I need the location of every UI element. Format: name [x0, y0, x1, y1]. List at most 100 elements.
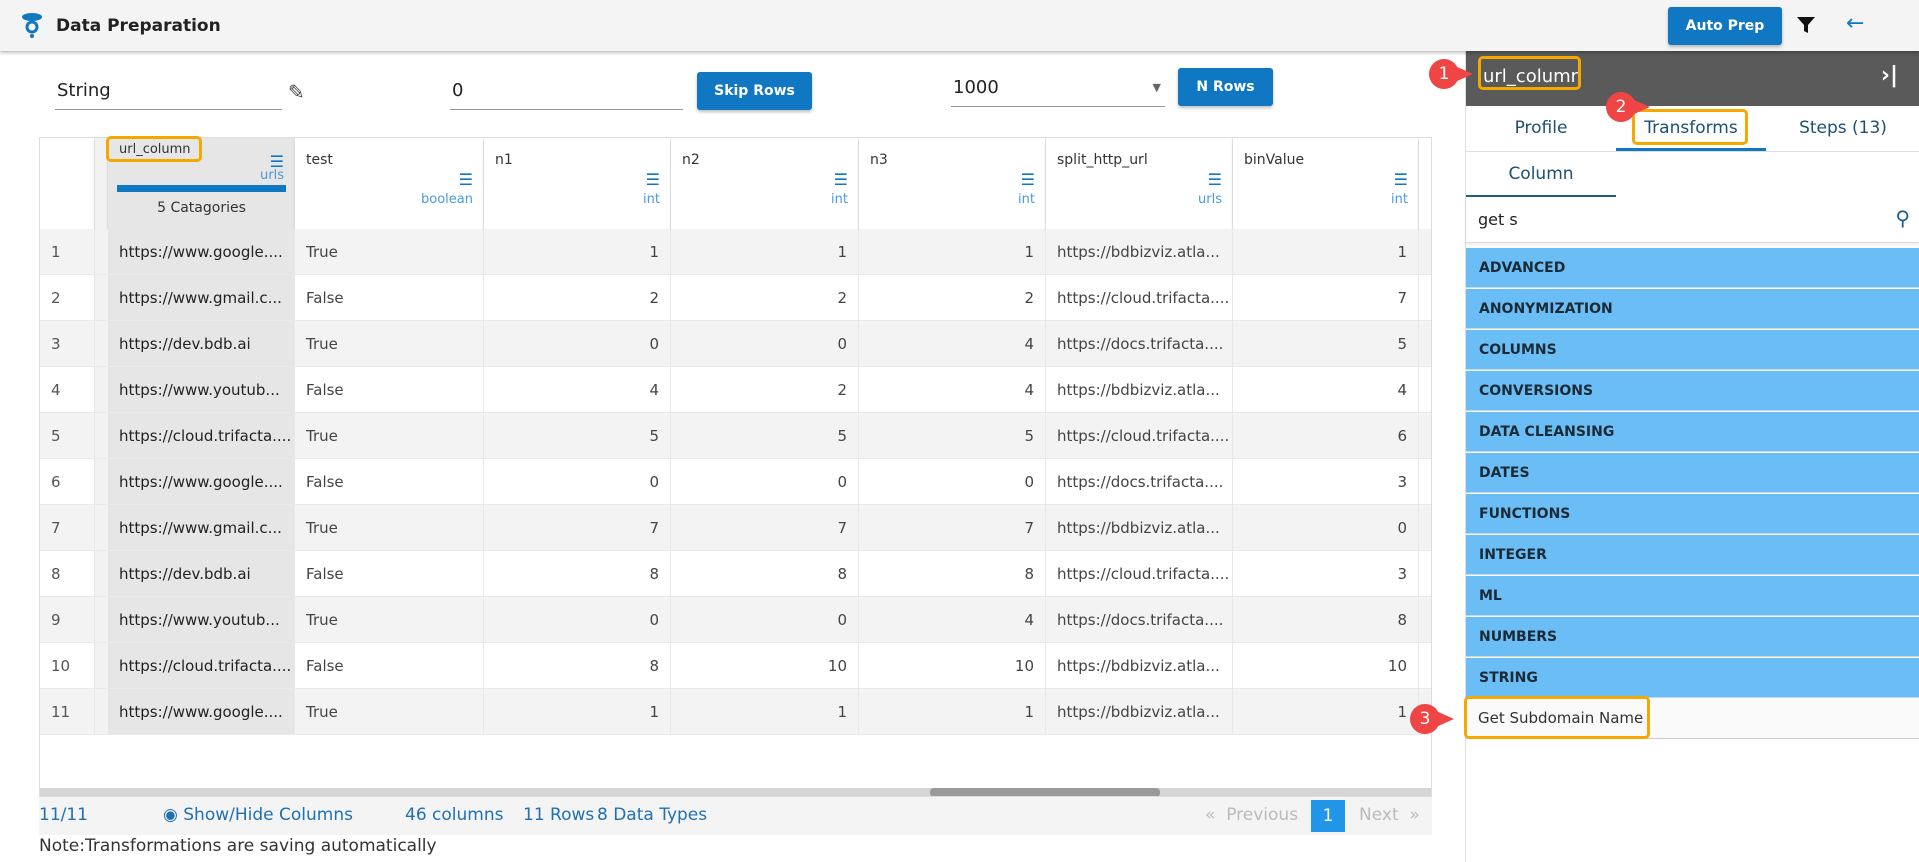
tab-transforms[interactable]: Transforms — [1616, 106, 1766, 151]
cell-test[interactable]: True — [295, 597, 484, 643]
cell-binValue[interactable]: 7 — [1233, 275, 1419, 321]
cell-n1[interactable]: 0 — [484, 459, 671, 505]
column-menu-icon[interactable]: ☰ — [269, 152, 284, 171]
cell-binValue[interactable]: 10 — [1233, 643, 1419, 689]
previous-page-button[interactable]: « Previous — [1205, 805, 1299, 825]
pencil-icon[interactable]: ✎ — [288, 80, 305, 104]
column-menu-icon[interactable]: ☰ — [1393, 170, 1408, 189]
category-string[interactable]: STRING — [1466, 658, 1919, 698]
transform-search[interactable]: get s ⚲ — [1466, 198, 1919, 243]
cell-n1[interactable]: 2 — [484, 275, 671, 321]
auto-prep-button[interactable]: Auto Prep — [1668, 7, 1782, 45]
cell-test[interactable]: True — [295, 505, 484, 551]
cell-n3[interactable]: 1 — [859, 229, 1046, 275]
category-integer[interactable]: INTEGER — [1466, 535, 1919, 575]
cell-binValue[interactable]: 8 — [1233, 597, 1419, 643]
cell-n3[interactable]: 4 — [859, 321, 1046, 367]
next-page-button[interactable]: Next » — [1359, 805, 1420, 825]
table-row[interactable]: 1 https://www.google.... True 1 1 1 https://bd… — [40, 229, 1431, 275]
table-row[interactable]: 10 https://cloud.trifacta.... False 8 10 10 ht… — [40, 643, 1431, 689]
cell-n2[interactable]: 1 — [671, 689, 859, 735]
table-row[interactable]: 3 https://dev.bdb.ai True 0 0 4 https://docs.t… — [40, 321, 1431, 367]
cell-url_column[interactable]: https://www.youtub... — [108, 367, 295, 413]
cell-n3[interactable]: 2 — [859, 275, 1046, 321]
table-row[interactable]: 6 https://www.google.... False 0 0 0 https://d… — [40, 459, 1431, 505]
table-row[interactable]: 9 https://www.youtub... True 0 0 4 https://doc… — [40, 597, 1431, 643]
cell-test[interactable]: False — [295, 275, 484, 321]
table-row[interactable]: 4 https://www.youtub... False 4 2 4 https://bd… — [40, 367, 1431, 413]
cell-n1[interactable]: 0 — [484, 321, 671, 367]
cell-binValue[interactable]: 0 — [1233, 505, 1419, 551]
cell-n1[interactable]: 7 — [484, 505, 671, 551]
cell-n2[interactable]: 0 — [671, 459, 859, 505]
category-conversions[interactable]: CONVERSIONS — [1466, 371, 1919, 411]
cell-n1[interactable]: 8 — [484, 643, 671, 689]
category-dates[interactable]: DATES — [1466, 453, 1919, 493]
column-header-test[interactable]: test ☰ boolean — [295, 138, 484, 229]
cell-split_http_url[interactable]: https://bdbizviz.atla... — [1046, 689, 1233, 735]
cell-n1[interactable]: 8 — [484, 551, 671, 597]
page-1-button[interactable]: 1 — [1311, 800, 1345, 832]
category-ml[interactable]: ML — [1466, 576, 1919, 616]
skip-rows-button[interactable]: Skip Rows — [697, 72, 812, 110]
cell-split_http_url[interactable]: https://docs.trifacta.... — [1046, 321, 1233, 367]
cell-test[interactable]: False — [295, 643, 484, 689]
cell-split_http_url[interactable]: https://cloud.trifacta.... — [1046, 551, 1233, 597]
cell-test[interactable]: True — [295, 689, 484, 735]
column-menu-icon[interactable]: ☰ — [1020, 170, 1035, 189]
table-row[interactable]: 11 https://www.google.... True 1 1 1 https://b… — [40, 689, 1431, 735]
tab-profile[interactable]: Profile — [1514, 118, 1568, 138]
cell-binValue[interactable]: 1 — [1233, 689, 1419, 735]
cell-n3[interactable]: 7 — [859, 505, 1046, 551]
filter-icon[interactable] — [1796, 15, 1816, 35]
cell-url_column[interactable]: https://www.gmail.c... — [108, 505, 295, 551]
category-numbers[interactable]: NUMBERS — [1466, 617, 1919, 657]
cell-n2[interactable]: 0 — [671, 597, 859, 643]
get-subdomain-name-item[interactable]: Get Subdomain Name — [1478, 709, 1644, 727]
cell-n3[interactable]: 0 — [859, 459, 1046, 505]
cell-url_column[interactable]: https://www.gmail.c... — [108, 275, 295, 321]
tab-steps[interactable]: Steps (13) — [1799, 118, 1887, 138]
cell-n2[interactable]: 2 — [671, 275, 859, 321]
column-header-n3[interactable]: n3 ☰ int — [859, 138, 1046, 229]
column-header-n1[interactable]: n1 ☰ int — [484, 138, 671, 229]
horizontal-scrollbar[interactable] — [40, 788, 1431, 796]
skip-rows-input[interactable]: 0 — [450, 80, 683, 110]
cell-n1[interactable]: 1 — [484, 229, 671, 275]
cell-binValue[interactable]: 4 — [1233, 367, 1419, 413]
cell-test[interactable]: False — [295, 367, 484, 413]
cell-n1[interactable]: 5 — [484, 413, 671, 459]
cell-url_column[interactable]: https://dev.bdb.ai — [108, 551, 295, 597]
table-row[interactable]: 7 https://www.gmail.c... True 7 7 7 https://bd… — [40, 505, 1431, 551]
category-advanced[interactable]: ADVANCED — [1466, 248, 1919, 288]
column-menu-icon[interactable]: ☰ — [833, 170, 848, 189]
cell-test[interactable]: False — [295, 551, 484, 597]
scrollbar-thumb[interactable] — [930, 788, 1160, 796]
cell-split_http_url[interactable]: https://docs.trifacta.... — [1046, 597, 1233, 643]
column-header-split_http_url[interactable]: split_http_url ☰ urls — [1046, 138, 1233, 229]
cell-url_column[interactable]: https://cloud.trifacta.... — [108, 413, 295, 459]
cell-n2[interactable]: 0 — [671, 321, 859, 367]
search-icon[interactable]: ⚲ — [1895, 206, 1910, 230]
cell-n2[interactable]: 10 — [671, 643, 859, 689]
cell-test[interactable]: False — [295, 459, 484, 505]
n-rows-button[interactable]: N Rows — [1178, 68, 1273, 106]
cell-test[interactable]: True — [295, 321, 484, 367]
cell-split_http_url[interactable]: https://cloud.trifacta.... — [1046, 413, 1233, 459]
cell-n3[interactable]: 8 — [859, 551, 1046, 597]
cell-n3[interactable]: 10 — [859, 643, 1046, 689]
category-anonymization[interactable]: ANONYMIZATION — [1466, 289, 1919, 329]
cell-n2[interactable]: 7 — [671, 505, 859, 551]
nrows-select[interactable]: 1000 ▼ — [951, 77, 1165, 107]
column-menu-icon[interactable]: ☰ — [458, 170, 473, 189]
cell-binValue[interactable]: 5 — [1233, 321, 1419, 367]
table-row[interactable]: 2 https://www.gmail.c... False 2 2 2 https://c… — [40, 275, 1431, 321]
column-menu-icon[interactable]: ☰ — [645, 170, 660, 189]
cell-test[interactable]: True — [295, 413, 484, 459]
category-functions[interactable]: FUNCTIONS — [1466, 494, 1919, 534]
cell-split_http_url[interactable]: https://docs.trifacta.... — [1046, 459, 1233, 505]
cell-url_column[interactable]: https://www.youtub... — [108, 597, 295, 643]
search-input[interactable]: get s — [1478, 210, 1518, 229]
table-row[interactable]: 5 https://cloud.trifacta.... True 5 5 5 https:… — [40, 413, 1431, 459]
category-columns[interactable]: COLUMNS — [1466, 330, 1919, 370]
